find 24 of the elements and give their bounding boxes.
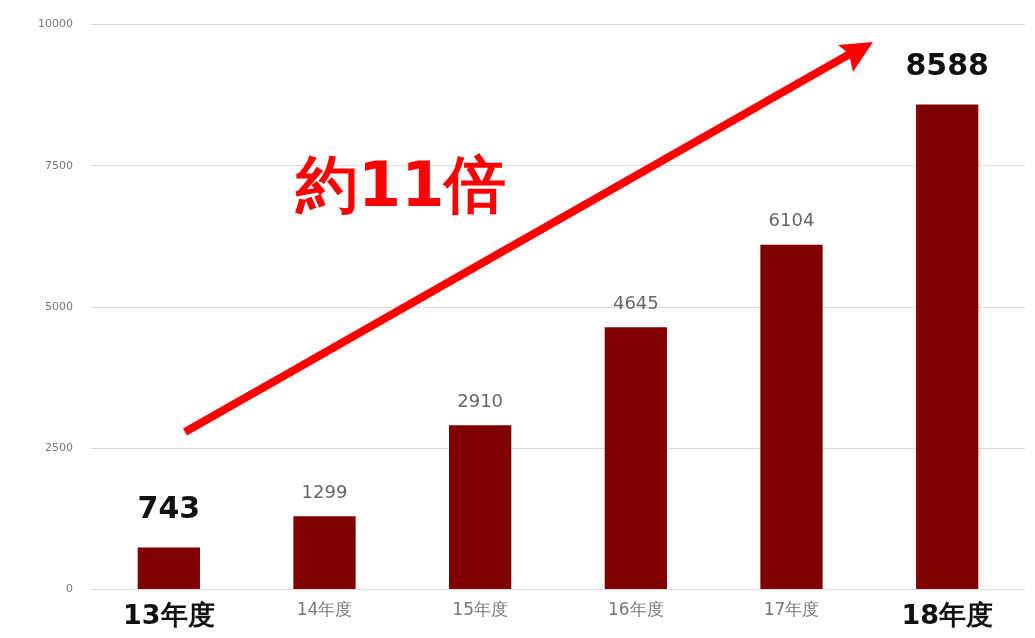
y-tick-label: 2500 (44, 441, 73, 455)
data-label: 1299 (301, 480, 348, 502)
x-tick-label: 17年度 (763, 599, 820, 620)
bar (137, 547, 200, 590)
bar (916, 104, 979, 590)
bar (760, 244, 823, 590)
data-label: 2910 (457, 389, 504, 411)
y-tick-label: 7500 (44, 158, 73, 172)
annotation: 約11倍 (293, 147, 507, 221)
data-label: 4645 (612, 291, 659, 313)
x-tick-label: 13年度 (123, 598, 215, 630)
bar (604, 327, 667, 590)
data-label: 8588 (905, 47, 989, 83)
y-tick-label: 0 (65, 582, 73, 596)
x-tick-label: 15年度 (452, 599, 508, 620)
bar (449, 425, 512, 590)
x-tick-label: 18年度 (901, 598, 993, 630)
bar (293, 516, 356, 590)
y-tick-label: 10000 (37, 17, 73, 31)
y-tick-label: 5000 (44, 299, 73, 313)
x-tick-label: 14年度 (296, 599, 353, 620)
x-tick-label: 16年度 (608, 599, 664, 620)
data-label: 6104 (768, 209, 815, 231)
data-label: 743 (137, 490, 201, 526)
